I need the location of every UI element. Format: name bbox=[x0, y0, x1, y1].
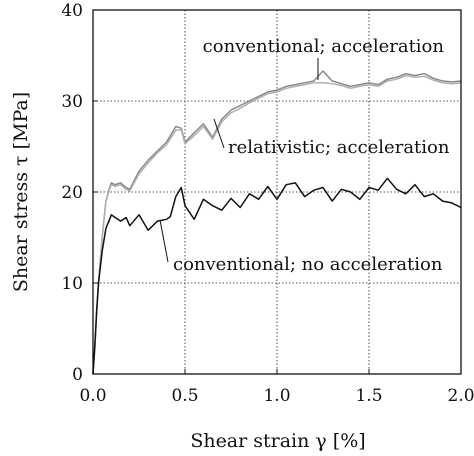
series-line-0 bbox=[92, 70, 462, 375]
y-tick-label: 10 bbox=[61, 274, 83, 294]
x-tick-label: 1.5 bbox=[355, 386, 382, 406]
y-axis-label: Shear stress τ [MPa] bbox=[10, 92, 32, 292]
x-tick-label: 0.5 bbox=[171, 386, 198, 406]
y-tick-label: 30 bbox=[61, 92, 83, 112]
x-tick-label: 2.0 bbox=[447, 386, 474, 406]
series-line-2 bbox=[92, 177, 462, 375]
y-tick-label: 20 bbox=[61, 183, 83, 203]
annotation-leader-line bbox=[213, 118, 225, 149]
grid-lines bbox=[93, 10, 461, 374]
series-line-1 bbox=[92, 74, 462, 375]
series-annotation-2: conventional; no acceleration bbox=[173, 254, 443, 275]
x-tick-label: 1.0 bbox=[263, 386, 290, 406]
axis-ticks: 0.0 0.5 1.0 1.5 2.0 0 10 20 30 40 bbox=[61, 1, 474, 406]
series-annotation-0: conventional; acceleration bbox=[203, 36, 445, 57]
series-annotation-1: relativistic; acceleration bbox=[228, 137, 450, 158]
series-lines bbox=[92, 70, 462, 375]
y-tick-label: 40 bbox=[61, 1, 83, 21]
annotation-leader-line bbox=[159, 219, 169, 263]
x-tick-label: 0.0 bbox=[79, 386, 106, 406]
y-tick-label: 0 bbox=[72, 365, 83, 385]
x-axis-label: Shear strain γ [%] bbox=[190, 430, 365, 452]
series-annotations: conventional; acceleration relativistic; … bbox=[159, 36, 450, 275]
